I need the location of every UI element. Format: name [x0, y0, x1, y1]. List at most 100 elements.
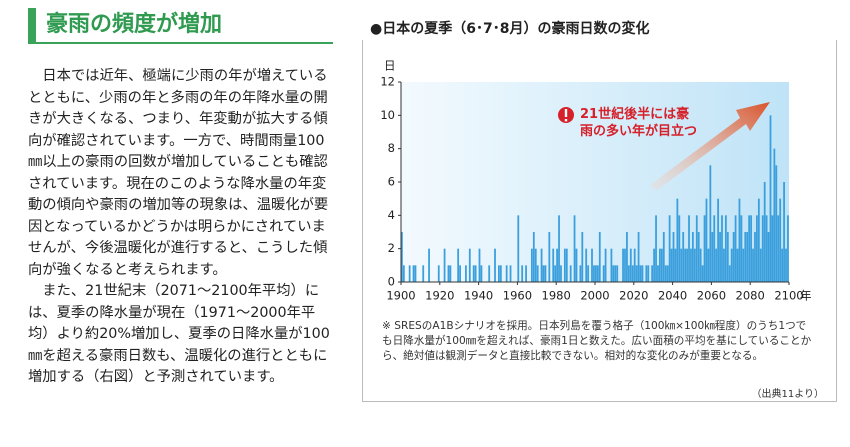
bar	[695, 215, 698, 282]
bar	[719, 232, 721, 282]
y-tick-label: 0	[388, 275, 395, 289]
bar	[785, 248, 787, 282]
bar	[401, 232, 403, 282]
bar	[740, 215, 743, 282]
bar	[736, 248, 739, 282]
bar	[560, 265, 562, 282]
bar	[517, 215, 520, 282]
bar	[602, 265, 605, 282]
bar	[509, 265, 512, 282]
bar	[752, 248, 754, 282]
bar	[723, 248, 725, 282]
bar	[552, 248, 555, 282]
bar	[593, 265, 595, 282]
bar	[777, 215, 780, 282]
bar	[666, 265, 669, 282]
bar	[624, 248, 626, 282]
bar	[717, 198, 720, 282]
x-tick-label: 2080	[736, 289, 765, 303]
x-tick-label: 2020	[619, 289, 648, 303]
y-tick-label: 8	[388, 141, 395, 155]
bar	[709, 165, 712, 282]
bar	[499, 265, 502, 282]
bar	[697, 232, 700, 282]
bar	[443, 248, 446, 282]
bar	[657, 265, 659, 282]
bar	[746, 232, 749, 282]
paragraph: また、21世紀末（2071～2100年平均）には、夏季の降水量が現在（1971～…	[28, 283, 330, 385]
bar	[732, 232, 735, 282]
bar	[678, 215, 681, 282]
bar	[629, 248, 632, 282]
bar	[726, 232, 729, 282]
bar	[612, 265, 615, 282]
bar	[581, 232, 584, 282]
y-tick-label: 4	[388, 208, 395, 222]
bar	[554, 265, 557, 282]
bar	[682, 232, 685, 282]
bar	[757, 198, 760, 282]
bar	[705, 198, 708, 282]
bar	[676, 198, 679, 282]
bar	[668, 215, 671, 282]
bar	[651, 265, 654, 282]
bar	[742, 248, 745, 282]
bar	[414, 265, 417, 282]
bar	[670, 248, 673, 282]
bar	[664, 265, 667, 282]
bar	[734, 215, 737, 282]
alert-icon	[564, 109, 568, 117]
bar	[748, 215, 751, 282]
bar	[659, 248, 661, 282]
bar	[744, 232, 747, 282]
bar	[585, 248, 588, 282]
bar	[534, 248, 537, 282]
bar	[449, 265, 452, 282]
bar	[412, 265, 415, 282]
bar	[525, 265, 527, 282]
bar	[569, 265, 572, 282]
bar	[626, 232, 628, 282]
bar	[468, 248, 471, 282]
bar	[447, 265, 450, 282]
bar	[408, 265, 411, 282]
bar	[633, 248, 636, 282]
bar	[402, 265, 405, 282]
bar	[688, 215, 690, 282]
bar	[596, 265, 599, 282]
bar	[711, 232, 714, 282]
bar	[488, 265, 491, 282]
heading: 豪雨の頻度が増加	[28, 8, 333, 44]
bar	[754, 232, 756, 282]
bar	[505, 265, 508, 282]
y-tick-label: 12	[380, 75, 395, 89]
y-axis-label: 日	[384, 59, 396, 73]
bar	[532, 232, 535, 282]
bar	[579, 265, 582, 282]
bar	[591, 248, 593, 282]
bar	[565, 248, 568, 282]
bar	[763, 182, 766, 282]
x-tick-label: 2040	[658, 289, 687, 303]
bar	[660, 248, 663, 282]
bar	[765, 215, 768, 282]
bar	[783, 182, 785, 282]
bar	[540, 248, 543, 282]
bar	[730, 248, 733, 282]
bar	[761, 215, 764, 282]
bar	[645, 265, 648, 282]
bar	[699, 248, 702, 282]
alert-icon	[564, 119, 568, 122]
bar	[655, 215, 657, 282]
bar	[627, 265, 630, 282]
bar	[684, 248, 687, 282]
bar	[787, 215, 789, 282]
bar	[781, 248, 784, 282]
body-text: 日本では近年、極端に少雨の年が増えているとともに、少雨の年と多雨の年の年降水量の…	[28, 66, 333, 389]
bar	[759, 248, 762, 282]
bar	[587, 265, 590, 282]
bar	[459, 265, 461, 282]
bar	[750, 215, 752, 282]
bar	[575, 248, 578, 282]
